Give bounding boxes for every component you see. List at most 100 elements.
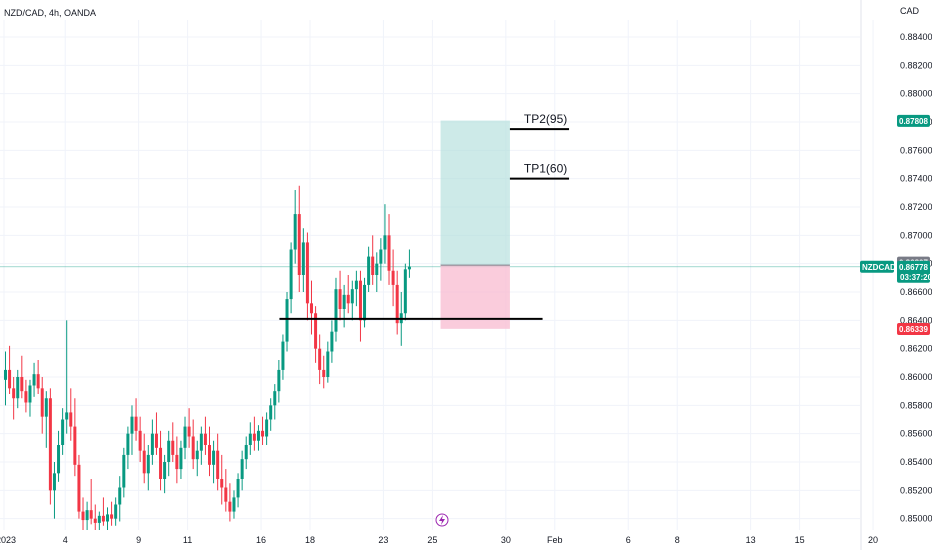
candle — [293, 190, 297, 264]
candle-body — [208, 445, 211, 465]
candle-body — [77, 464, 81, 512]
price-axis[interactable]: 0.884000.882000.880000.878000.876000.874… — [860, 32, 932, 524]
y-tick-label: 0.85600 — [900, 429, 932, 439]
candle-body — [256, 430, 260, 441]
y-tick-label: 0.86000 — [900, 372, 932, 382]
candle — [265, 412, 269, 445]
candle-body — [387, 235, 391, 271]
candle — [126, 426, 130, 470]
candle-body — [126, 433, 130, 455]
candle-body — [293, 214, 297, 250]
candle — [318, 334, 322, 385]
symbol-badge-box — [860, 260, 894, 273]
candle-body — [285, 299, 289, 342]
candle-body — [289, 249, 293, 300]
candle — [175, 436, 179, 484]
candle — [403, 263, 407, 321]
candle — [106, 507, 109, 530]
candle-body — [167, 440, 171, 462]
badge-countdown: 03:37:20 — [900, 273, 932, 282]
candle-body — [358, 280, 362, 321]
candle — [252, 416, 256, 451]
candle — [228, 483, 232, 522]
candle-body — [61, 419, 65, 445]
y-tick-label: 0.88000 — [900, 89, 932, 99]
currency-label: CAD — [900, 6, 920, 16]
candle-body — [407, 266, 411, 270]
candle — [65, 320, 69, 434]
lightning-icon[interactable] — [435, 513, 449, 527]
candle-body — [318, 348, 322, 370]
y-tick-label: 0.85200 — [900, 485, 932, 495]
candle-body — [81, 511, 85, 521]
candle-body — [73, 426, 77, 465]
candle — [240, 450, 244, 491]
x-tick-label: 11 — [183, 535, 192, 545]
x-tick-label: 16 — [256, 535, 266, 545]
tp-annotation[interactable]: TP2(95) — [509, 112, 570, 131]
candle-body — [24, 391, 28, 403]
candle — [224, 469, 228, 512]
candle-body — [395, 284, 399, 324]
candle-body — [191, 436, 195, 460]
candle — [220, 454, 224, 505]
candle-body — [118, 487, 122, 505]
position-zones[interactable] — [440, 120, 510, 329]
candle — [24, 379, 28, 413]
candle — [44, 391, 48, 448]
candle-body — [171, 440, 175, 455]
candle-body — [346, 294, 350, 304]
y-tick-label: 0.87400 — [900, 174, 932, 184]
candle — [212, 440, 216, 484]
candle-body — [20, 377, 24, 392]
candle — [314, 306, 318, 363]
candle — [81, 497, 85, 530]
candle-body — [367, 256, 371, 285]
candle-body — [179, 447, 183, 470]
candle — [350, 280, 354, 321]
candle — [52, 462, 56, 519]
candle-body — [252, 433, 256, 441]
badge-value: 0.86778 — [899, 263, 928, 272]
candle — [305, 232, 309, 321]
candle — [130, 405, 134, 455]
y-tick-label: 0.88400 — [900, 32, 932, 42]
profit-zone[interactable] — [440, 120, 510, 266]
candle — [4, 351, 7, 406]
y-tick-label: 0.87600 — [900, 145, 932, 155]
time-axis[interactable]: 2023 4 9 11 16 18 23 25 30 Feb 6 8 13 15 20 — [0, 535, 878, 545]
candle — [330, 320, 334, 363]
symbol-title: NZD/CAD, 4h, OANDA — [4, 8, 96, 18]
candle — [150, 419, 154, 465]
candle — [122, 447, 126, 498]
drawn-lines[interactable]: TP2(95) TP1(60) — [279, 112, 570, 320]
x-tick-label: 15 — [795, 535, 805, 545]
candle — [338, 270, 342, 321]
candle-body — [334, 289, 338, 332]
candle — [118, 476, 122, 522]
candle — [407, 249, 411, 278]
candle — [363, 277, 367, 328]
x-tick-label: Feb — [547, 535, 563, 545]
candle-body — [57, 445, 61, 474]
candle-body — [310, 303, 313, 314]
y-tick-label: 0.85400 — [900, 457, 932, 467]
candle — [203, 416, 207, 455]
candle — [12, 377, 16, 420]
candle — [191, 419, 195, 470]
candle — [187, 408, 191, 448]
candle — [48, 388, 52, 505]
candle-body — [305, 242, 309, 304]
candle-body — [236, 479, 240, 498]
tp-annotation[interactable]: TP1(60) — [509, 162, 570, 180]
candle-body — [322, 369, 326, 377]
candle — [354, 270, 358, 307]
x-tick-label: 4 — [63, 535, 68, 545]
candle — [387, 214, 391, 285]
candle-body — [114, 504, 118, 519]
candle — [8, 345, 12, 394]
candle-body — [224, 487, 228, 502]
x-tick-label: 8 — [675, 535, 680, 545]
candle-body — [8, 369, 12, 389]
